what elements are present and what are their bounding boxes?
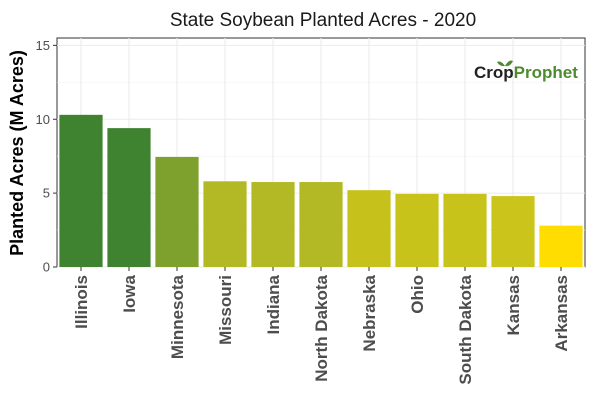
x-tick-label-south-dakota: South Dakota <box>456 274 475 384</box>
bars <box>59 114 583 267</box>
x-tick-label-indiana: Indiana <box>264 274 283 334</box>
y-axis-ticks: 0 5 10 15 <box>36 38 57 275</box>
svg-text:CropProphet: CropProphet <box>474 63 578 82</box>
logo-text-prophet: Prophet <box>514 63 579 82</box>
x-axis-ticks: Illinois Iowa Minnesota Missouri Indiana Nort… <box>72 267 571 385</box>
x-tick-label-minnesota: Minnesota <box>168 274 187 359</box>
bar-nebraska <box>347 190 391 267</box>
x-tick-label-north-dakota: North Dakota <box>312 274 331 381</box>
logo-sprout-icon <box>497 60 513 67</box>
logo-text-crop: Crop <box>474 63 514 82</box>
y-axis-label: Planted Acres (M Acres) <box>7 50 27 256</box>
y-tick-label: 10 <box>36 112 50 127</box>
cropprophet-logo: CropProphet <box>474 60 578 82</box>
x-tick-label-arkansas: Arkansas <box>552 275 571 352</box>
bar-south-dakota <box>443 193 487 267</box>
bar-ohio <box>395 193 439 267</box>
bar-kansas <box>491 196 535 267</box>
bar-indiana <box>251 182 295 267</box>
x-tick-label-missouri: Missouri <box>216 275 235 345</box>
x-tick-label-nebraska: Nebraska <box>360 274 379 351</box>
bar-iowa <box>107 128 151 267</box>
x-tick-label-illinois: Illinois <box>72 275 91 329</box>
bar-arkansas <box>539 225 583 267</box>
x-tick-label-iowa: Iowa <box>120 274 139 312</box>
y-tick-label: 5 <box>43 186 50 201</box>
x-tick-label-ohio: Ohio <box>408 275 427 314</box>
y-tick-label: 15 <box>36 38 50 53</box>
bar-minnesota <box>155 156 199 267</box>
bar-north-dakota <box>299 182 343 267</box>
y-tick-label: 0 <box>43 260 50 275</box>
bar-illinois <box>59 114 103 267</box>
chart-title: State Soybean Planted Acres - 2020 <box>170 10 476 31</box>
x-tick-label-kansas: Kansas <box>504 275 523 335</box>
bar-missouri <box>203 181 247 267</box>
